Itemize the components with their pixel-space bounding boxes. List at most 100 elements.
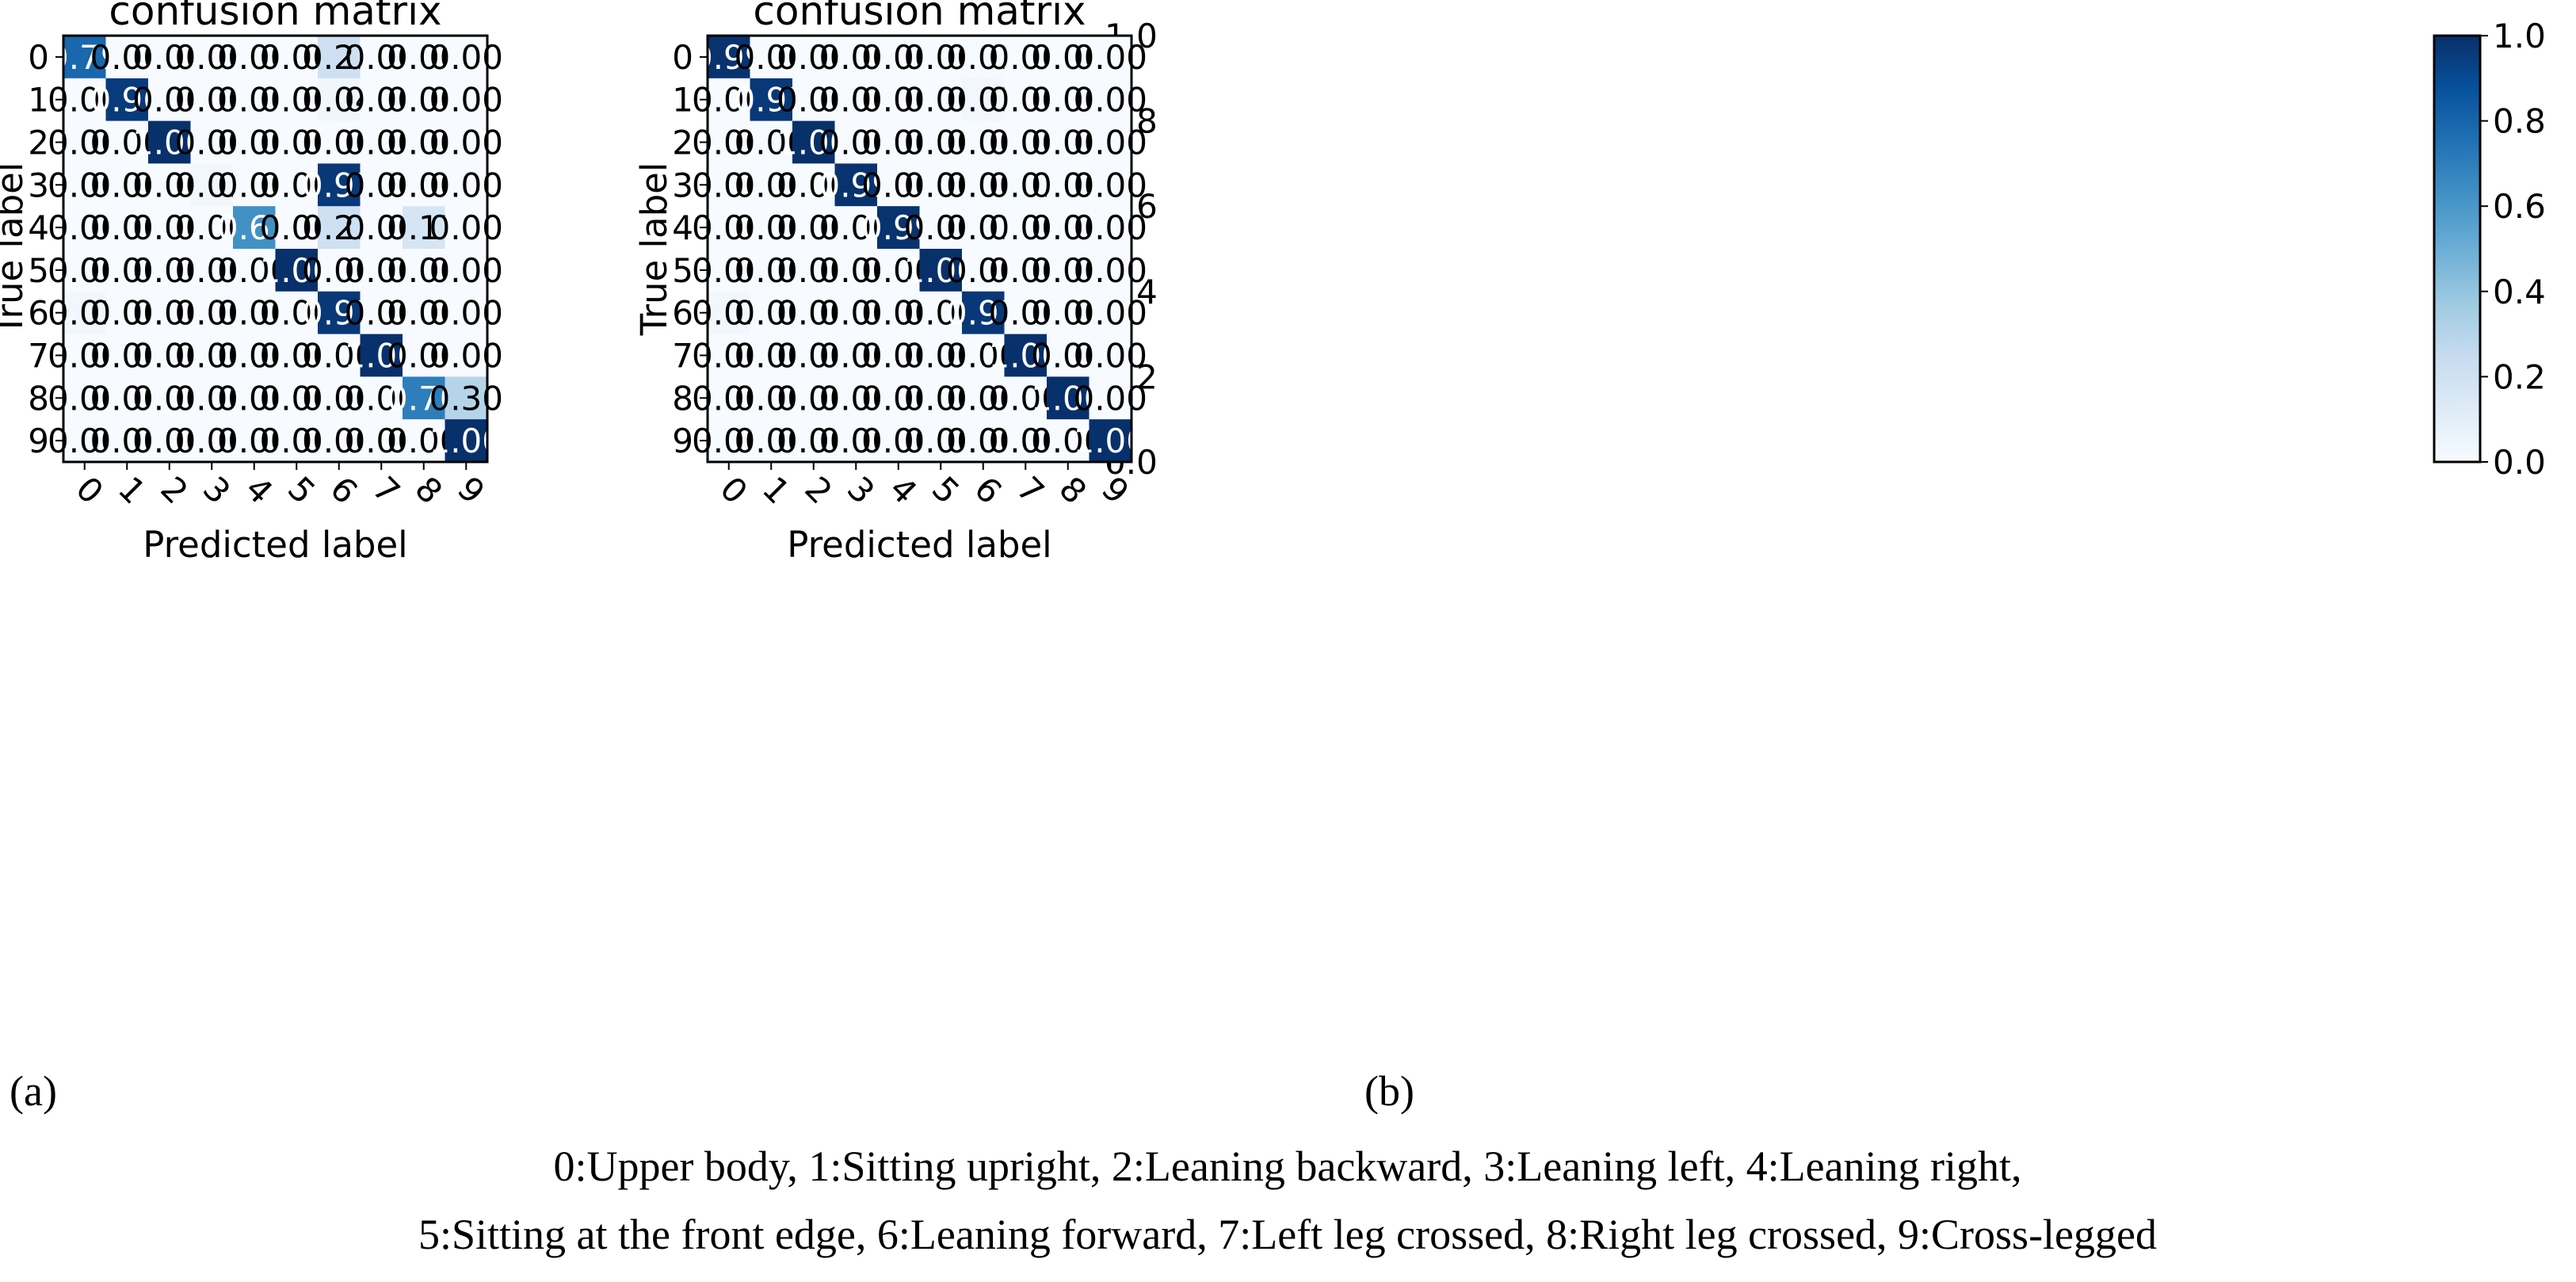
cell-b-r0-c5 <box>919 36 963 79</box>
cell-label-b-r1-c9: 0.00 <box>1073 81 1147 120</box>
cell-a-r5-c8 <box>403 249 446 292</box>
y-tick-label-b-2: 2 <box>672 124 693 162</box>
cell-a-r9-c2 <box>148 419 192 463</box>
cell-label-b-r8-c9: 0.00 <box>1073 379 1147 418</box>
y-tick-label-b-3: 3 <box>672 166 693 204</box>
cell-a-r7-c5 <box>275 334 319 377</box>
cell-a-r0-c4 <box>233 36 277 79</box>
cell-b-r4-c8 <box>1047 206 1090 250</box>
cell-a-r4-c9 <box>445 206 488 250</box>
cell-b-r0-c2 <box>792 36 836 79</box>
y-tick-label-b-9: 9 <box>672 422 693 460</box>
cell-a-r0-c8 <box>403 36 446 79</box>
cell-a-r0-c9 <box>445 36 488 79</box>
cell-a-r6-c6 <box>318 291 361 335</box>
cell-b-r6-c3 <box>834 291 878 335</box>
y-tick-label-b-4: 4 <box>672 208 693 247</box>
y-ticks-b: 0 1 2 3 4 5 6 78 9 <box>672 38 708 460</box>
cell-b-r4-c2 <box>792 206 836 250</box>
cell-label-a-r7-c9: 0.00 <box>429 337 503 376</box>
y-tick-label-b-1: 1 <box>672 81 693 120</box>
cell-a-r7-c6 <box>318 334 361 377</box>
x-tick-label-a-0: 0 <box>68 469 111 512</box>
y-axis-label-b: True label <box>633 162 675 337</box>
cell-b-r1-c8 <box>1047 78 1090 122</box>
cell-a-r3-c9 <box>445 163 488 207</box>
cell-a-r4-c2 <box>148 206 192 250</box>
cell-b-r5-c7 <box>1004 249 1048 292</box>
x-tick-label-b-1: 1 <box>755 469 798 512</box>
cell-b-r0-c7 <box>1004 36 1048 79</box>
cell-b-r6-c0 <box>708 291 751 335</box>
cell-a-r6-c5 <box>275 291 319 335</box>
cell-label-b-r9-c9: 1.00 <box>1073 422 1147 460</box>
y-tick-label-a-5: 5 <box>28 251 49 290</box>
cell-b-r0-c6 <box>962 36 1006 79</box>
cell-b-r4-c0 <box>708 206 751 250</box>
cell-b-r9-c8 <box>1047 419 1090 463</box>
caption-line-2: 5:Sitting at the front edge, 6:Leaning f… <box>418 1211 2157 1258</box>
cell-a-r8-c7 <box>360 376 403 420</box>
x-axis-label-a: Predicted label <box>143 524 407 566</box>
cell-b-r6-c2 <box>792 291 836 335</box>
cell-a-r4-c6 <box>318 206 361 250</box>
cell-b-r1-c6 <box>962 78 1006 122</box>
x-axis-label-b: Predicted label <box>787 524 1051 566</box>
cell-b-r3-c5 <box>919 163 963 207</box>
cell-a-r7-c9 <box>445 334 488 377</box>
cell-a-r6-c2 <box>148 291 192 335</box>
y-tick-label-a-4: 4 <box>28 208 49 247</box>
cell-a-r8-c3 <box>190 376 234 420</box>
cell-b-r7-c8 <box>1047 334 1090 377</box>
cell-a-r2-c6 <box>318 120 361 164</box>
cell-a-r2-c8 <box>403 120 446 164</box>
cell-a-r4-c8 <box>403 206 446 250</box>
cell-b-r8-c5 <box>919 376 963 420</box>
confusion-matrix-a: confusion matrix 0.790.000.000.000.000.0… <box>0 0 1158 1115</box>
plot-frame-a <box>62 34 489 464</box>
cell-a-r1-c8 <box>403 78 446 122</box>
cell-a-r1-c4 <box>233 78 277 122</box>
cell-a-r1-c0 <box>63 78 107 122</box>
cell-a-r7-c1 <box>105 334 149 377</box>
cell-a-r6-c0 <box>63 291 107 335</box>
x-tick-label-a-3: 3 <box>196 469 239 512</box>
cell-b-r6-c1 <box>750 291 793 335</box>
cell-a-r5-c4 <box>233 249 277 292</box>
cell-a-r1-c9 <box>445 78 488 122</box>
cell-b-r7-c6 <box>962 334 1006 377</box>
cell-a-r5-c9 <box>445 249 488 292</box>
chart-title-a: confusion matrix <box>109 0 441 34</box>
heatmap-cells-b: 0.990.000.000.000.000.000.010.000.000.00… <box>692 36 1147 463</box>
cell-a-r6-c8 <box>403 291 446 335</box>
cell-a-r0-c2 <box>148 36 192 79</box>
cell-b-r3-c6 <box>962 163 1006 207</box>
x-tick-label-a-1: 1 <box>111 469 154 512</box>
cell-label-b-r6-c9: 0.00 <box>1073 294 1147 333</box>
cell-label-b-r3-c9: 0.00 <box>1073 166 1147 204</box>
x-tick-label-b-2: 2 <box>797 469 840 512</box>
cell-b-r9-c4 <box>877 419 921 463</box>
x-tick-label-b-0: 0 <box>712 469 755 512</box>
cell-b-r5-c4 <box>877 249 921 292</box>
cell-a-r9-c5 <box>275 419 319 463</box>
cell-b-r6-c8 <box>1047 291 1090 335</box>
colorbar-tick-label-b-1: 0.2 <box>2493 357 2546 396</box>
cell-a-r1-c3 <box>190 78 234 122</box>
cell-b-r5-c9 <box>1089 249 1132 292</box>
cell-a-r1-c2 <box>148 78 192 122</box>
cell-a-r6-c4 <box>233 291 277 335</box>
cell-a-r5-c1 <box>105 249 149 292</box>
panel-label-b: (b) <box>1364 1067 1414 1115</box>
cell-b-r8-c1 <box>750 376 793 420</box>
cell-a-r9-c6 <box>318 419 361 463</box>
cell-b-r4-c5 <box>919 206 963 250</box>
cell-label-a-r6-c9: 0.00 <box>429 294 503 333</box>
cell-a-r9-c8 <box>403 419 446 463</box>
cell-label-a-r9-c9: 1.00 <box>429 422 503 460</box>
cell-a-r9-c9 <box>445 419 488 463</box>
colorbar-ticks-b: 0.0 0.2 0.4 0.6 0.8 1.0 <box>2480 17 2546 482</box>
cell-a-r5-c5 <box>275 249 319 292</box>
cell-b-r8-c8 <box>1047 376 1090 420</box>
